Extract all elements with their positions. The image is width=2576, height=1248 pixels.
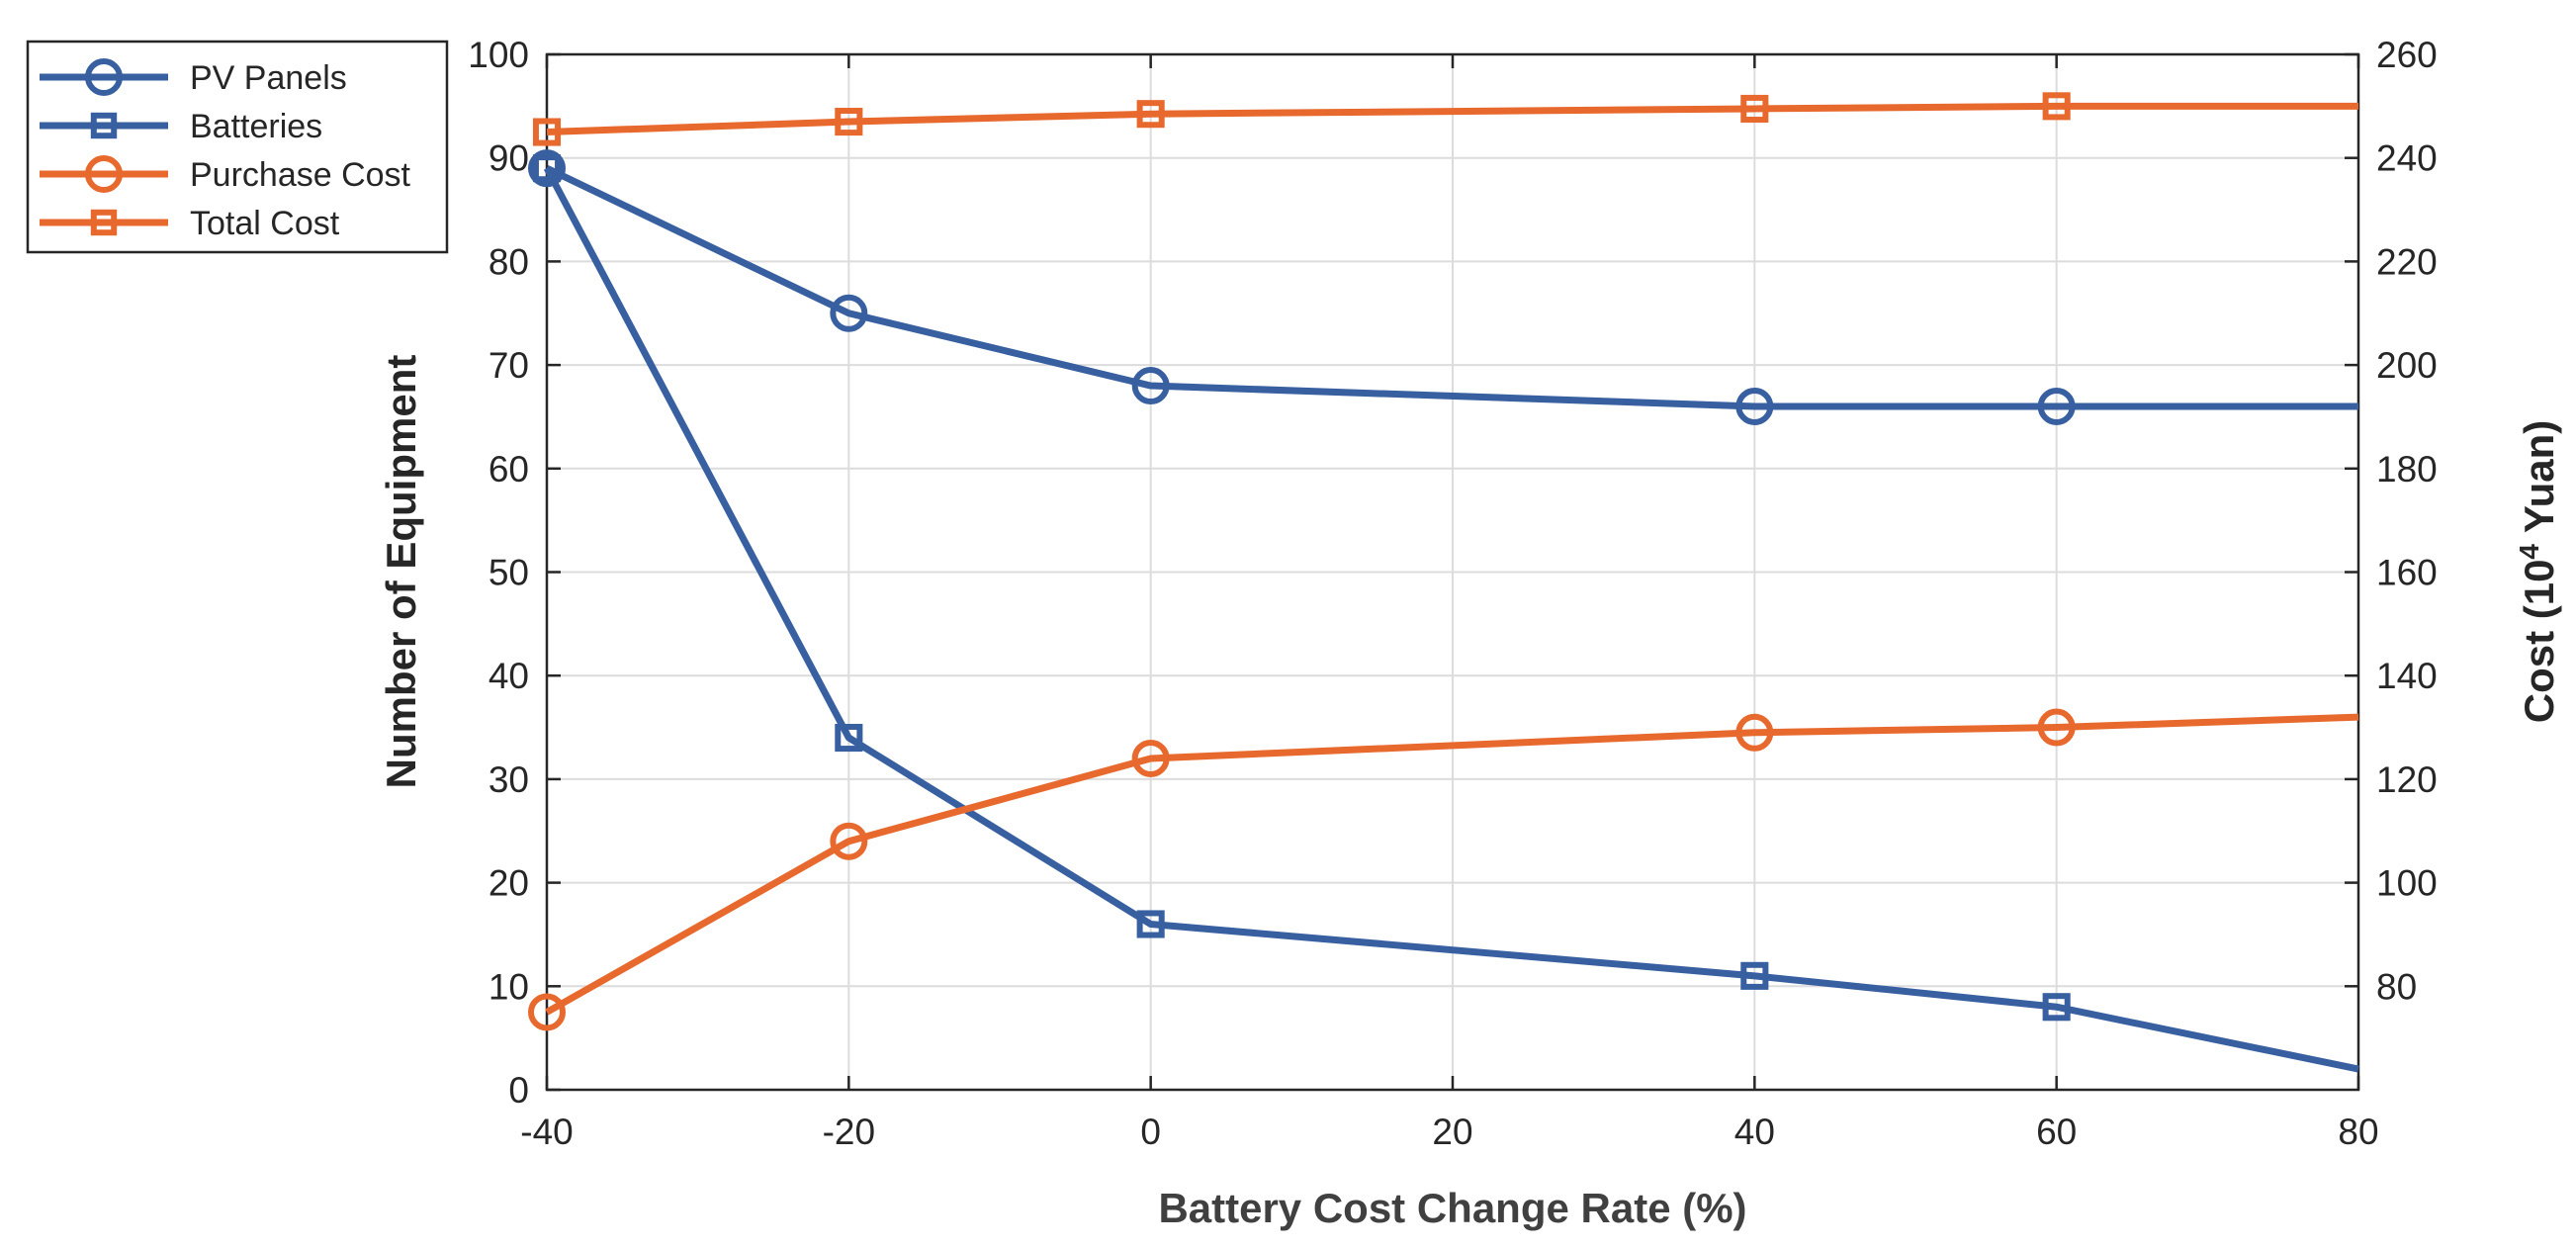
y-axis-right-title-exponent: 4 <box>2514 544 2544 560</box>
legend-marker <box>85 155 123 193</box>
y-left-tick-label: 90 <box>489 138 529 179</box>
y-right-tick-label: 200 <box>2376 345 2438 386</box>
data-point <box>830 822 868 860</box>
x-tick-label: -20 <box>823 1112 875 1152</box>
legend: PV Panels Batteries Purchase Cost Total Cos… <box>26 40 449 254</box>
y-axis-right-title-prefix: Cost (10 <box>2516 560 2562 724</box>
y-left-tick-label: 100 <box>468 35 529 75</box>
x-tick-label: 80 <box>2338 1112 2378 1152</box>
legend-marker <box>90 209 118 236</box>
legend-label: PV Panels <box>190 59 347 97</box>
series-batteries <box>532 154 2359 1073</box>
data-point <box>1740 961 1769 990</box>
series <box>528 92 2359 1073</box>
data-point <box>2042 92 2071 121</box>
legend-item: PV Panels <box>40 58 347 97</box>
data-point <box>1136 100 1165 129</box>
data-point <box>528 993 566 1031</box>
series-line <box>546 102 2358 136</box>
data-point <box>528 149 566 188</box>
ticks: -40 -20 0 20 40 60 80 0 10 20 30 40 50 60 70 80 90 100 80 1… <box>468 35 2437 1152</box>
data-point <box>2037 708 2076 747</box>
y-right-tick-label: 220 <box>2376 241 2438 282</box>
data-point <box>1131 367 1170 405</box>
x-tick-label: 0 <box>1140 1112 1161 1152</box>
data-point <box>1740 94 1769 124</box>
x-tick-label: -40 <box>520 1112 573 1152</box>
y-left-tick-label: 10 <box>489 966 529 1007</box>
data-point <box>1735 713 1774 752</box>
data-point <box>2037 387 2076 425</box>
y-axis-right-title-suffix: Yuan) <box>2516 420 2562 544</box>
data-point <box>532 154 562 183</box>
y-right-tick-label: 260 <box>2376 35 2438 75</box>
y-left-tick-label: 60 <box>489 449 529 490</box>
y-left-tick-label: 80 <box>489 241 529 282</box>
y-right-tick-label: 240 <box>2376 138 2438 179</box>
y-right-tick-label: 160 <box>2376 553 2438 593</box>
legend-label: Batteries <box>190 108 322 145</box>
series-purchase-cost <box>528 708 2359 1031</box>
legend-label: Purchase Cost <box>190 156 411 194</box>
series-line <box>545 713 2359 1016</box>
data-point <box>532 118 562 146</box>
data-point <box>835 108 863 136</box>
x-tick-label: 40 <box>1734 1112 1775 1152</box>
legend-marker <box>90 112 118 139</box>
y-left-tick-label: 20 <box>489 863 529 904</box>
y-axis-left-title: Number of Equipment <box>378 355 424 789</box>
legend-item: Purchase Cost <box>40 155 411 194</box>
y-left-tick-label: 40 <box>489 656 529 696</box>
legend-item: Batteries <box>40 108 322 145</box>
y-right-tick-label: 80 <box>2376 966 2417 1007</box>
data-point <box>1735 387 1774 425</box>
y-right-tick-label: 140 <box>2376 656 2438 696</box>
legend-marker <box>85 58 123 96</box>
x-axis-title: Battery Cost Change Rate (%) <box>1158 1185 1746 1231</box>
y-right-tick-label: 120 <box>2376 759 2438 800</box>
legend-item: Total Cost <box>40 205 340 242</box>
series-line <box>545 165 2358 410</box>
series-total-cost <box>532 92 2358 146</box>
y-left-tick-label: 50 <box>489 553 529 593</box>
y-left-tick-label: 30 <box>489 759 529 800</box>
data-point <box>835 723 863 753</box>
data-point <box>830 294 868 332</box>
y-axis-right-title: Cost (104 Yuan) <box>2514 420 2563 724</box>
y-left-tick-label: 0 <box>508 1070 529 1111</box>
y-right-tick-label: 100 <box>2376 863 2438 904</box>
y-right-tick-label: 180 <box>2376 449 2438 490</box>
x-tick-label: 60 <box>2036 1112 2077 1152</box>
series-line <box>543 166 2359 1073</box>
y-left-tick-label: 70 <box>489 345 529 386</box>
data-point <box>1136 910 1165 938</box>
legend-label: Total Cost <box>190 205 340 242</box>
series-pv-panels <box>528 149 2358 425</box>
data-point <box>2042 993 2071 1022</box>
data-point <box>1131 739 1170 777</box>
x-tick-label: 20 <box>1432 1112 1472 1152</box>
